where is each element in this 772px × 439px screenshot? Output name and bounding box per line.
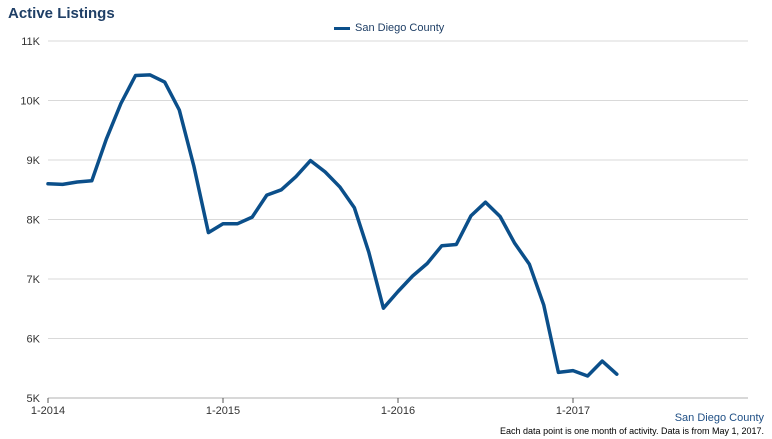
x-tick-label: 1-2015: [206, 405, 240, 417]
y-tick-label: 6K: [27, 334, 41, 346]
series-line: [46, 73, 619, 378]
y-tick-label: 7K: [27, 274, 41, 286]
legend: San Diego County: [334, 22, 444, 34]
y-tick-label: 11K: [21, 36, 40, 48]
y-tick-label: 9K: [27, 155, 41, 167]
legend-swatch: [334, 26, 350, 30]
footnote: Each data point is one month of activity…: [500, 426, 764, 436]
y-tick-label: 5K: [27, 393, 41, 405]
x-tick-label: 1-2016: [381, 405, 415, 417]
y-tick-label: 10K: [20, 96, 40, 108]
source-label: San Diego County: [674, 412, 764, 424]
legend-label: San Diego County: [355, 22, 445, 34]
x-tick-label: 1-2014: [31, 405, 65, 417]
y-tick-label: 8K: [27, 215, 41, 227]
chart-title: Active Listings: [8, 5, 115, 22]
x-tick-label: 1-2017: [556, 405, 590, 417]
